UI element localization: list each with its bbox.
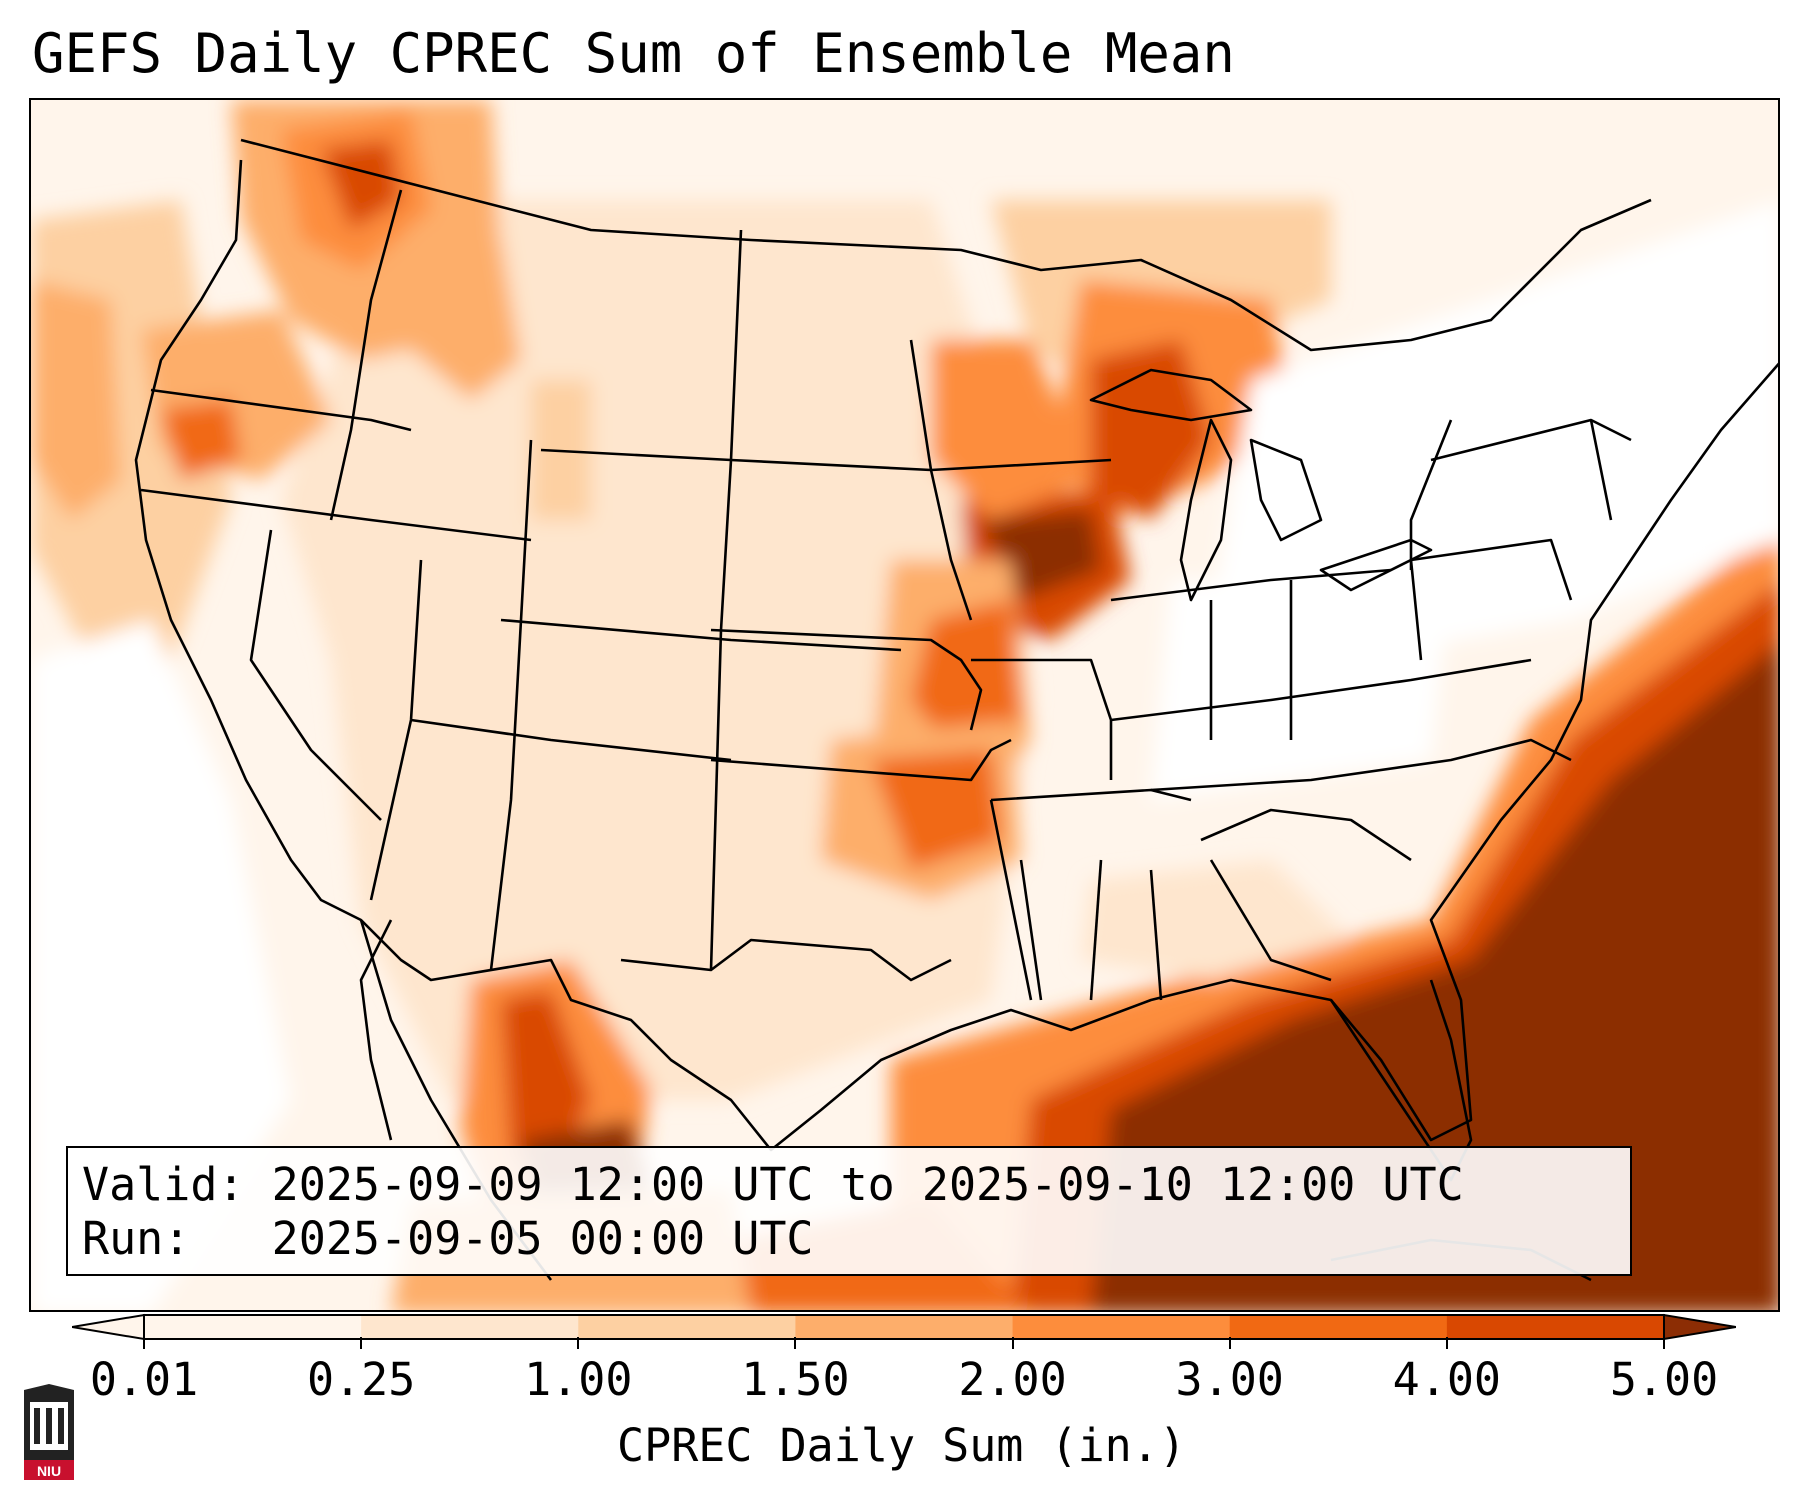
valid-row: Valid: 2025-09-09 12:00 UTC to 2025-09-1… [82,1158,1616,1212]
lake-huron [1249,438,1323,542]
colorbar-tick-label: 0.25 [306,1353,416,1406]
colorbar-tick-label: 1.50 [741,1353,850,1406]
colorbar-tick [1228,1337,1231,1349]
us-outline [134,159,1778,1152]
colorbar-tick-label: 0.01 [89,1353,199,1406]
lake-superior [1089,368,1253,422]
colorbar [72,1313,1736,1341]
colorbar-tick [794,1337,797,1349]
colorbar-tick [1663,1337,1665,1349]
run-label: Run: [82,1212,191,1265]
colorbar-label: CPREC Daily Sum (in.) [617,1419,1186,1472]
colorbar-tick [360,1337,363,1349]
canada-border [240,138,1652,352]
precipitation-map [29,98,1780,1312]
logo-text: NIU [37,1463,61,1479]
colorbar-frame [143,1314,1665,1340]
oregon-washington [150,388,412,432]
colorbar-tick-label: 1.00 [524,1353,633,1406]
colorbar-min-arrow [72,1313,145,1341]
colorbar-tick [1445,1337,1448,1349]
colorbar-tick-label: 2.00 [958,1353,1067,1406]
colorbar-segment [144,1315,362,1339]
run-row: Run: 2025-09-05 00:00 UTC [82,1212,1616,1266]
colorbar-tick-label: 3.00 [1175,1353,1284,1406]
map-canvas [31,100,1778,1310]
colorbar-tick [143,1337,145,1349]
run-value: 2025-09-05 00:00 UTC [271,1212,814,1265]
map-title: GEFS Daily CPREC Sum of Ensemble Mean [32,22,1235,85]
colorbar-segment [795,1315,1014,1339]
lake-erie [1319,538,1433,592]
colorbar-max-arrow [1663,1313,1736,1341]
colorbar-segment [361,1315,579,1339]
colorbar-segment [1012,1315,1231,1339]
valid-value: 2025-09-09 12:00 UTC to 2025-09-10 12:00… [271,1158,1464,1211]
colorbar-tick-label: 4.00 [1392,1353,1502,1406]
colorbar-tick-label: 5.00 [1609,1353,1719,1406]
colorbar-tick [577,1337,580,1349]
valid-label: Valid: [82,1158,245,1211]
colorbar-tick [1011,1337,1014,1349]
niu-logo: NIU [24,1384,74,1480]
run-info-box: Valid: 2025-09-09 12:00 UTC to 2025-09-1… [66,1146,1632,1276]
colorbar-segment [1446,1315,1665,1339]
lake-michigan [1179,418,1233,602]
colorbar-segment [578,1315,796,1339]
colorbar-segment [1229,1315,1448,1339]
